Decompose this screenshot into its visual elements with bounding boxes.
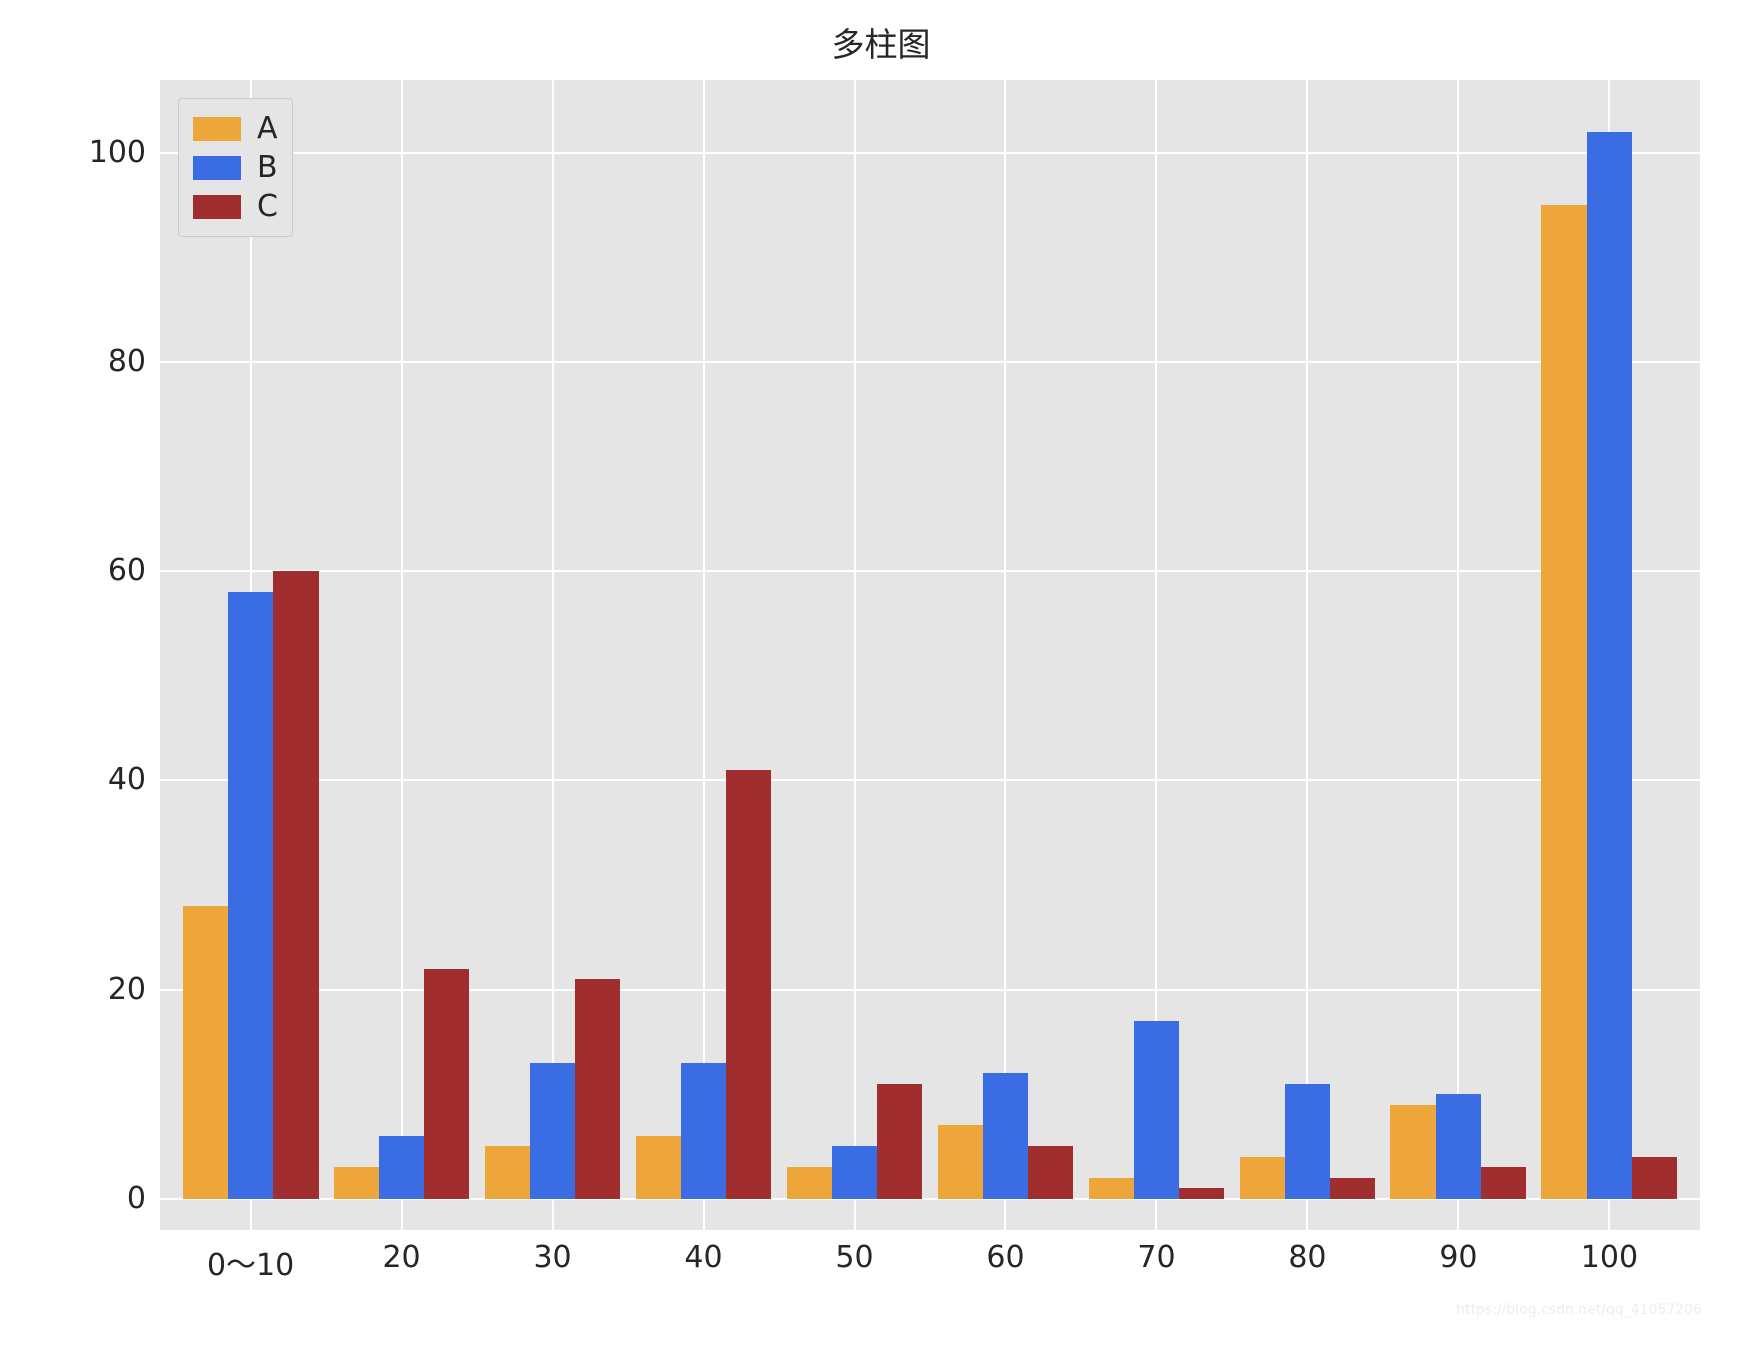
bar-A (1089, 1178, 1134, 1199)
gridline-horizontal (160, 570, 1700, 572)
gridline-horizontal (160, 989, 1700, 991)
y-tick-label: 0 (127, 1181, 146, 1216)
bar-C (273, 571, 318, 1198)
x-tick-label: 60 (945, 1240, 1065, 1275)
bar-C (726, 770, 771, 1199)
figure: 多柱图 0 20 40 60 80 100 0～10 20 30 40 50 60 70 80 90 100… (0, 0, 1762, 1356)
x-tick-label: 70 (1096, 1240, 1216, 1275)
gridline-vertical (1457, 80, 1459, 1230)
legend: ABC (178, 98, 293, 237)
bar-B (1587, 132, 1632, 1198)
bar-B (832, 1146, 877, 1198)
bar-A (485, 1146, 530, 1198)
bar-B (1436, 1094, 1481, 1199)
x-tick-label: 40 (644, 1240, 764, 1275)
x-tick-label: 100 (1549, 1240, 1669, 1275)
legend-item: A (193, 109, 278, 148)
bar-A (334, 1167, 379, 1198)
bar-A (938, 1125, 983, 1198)
gridline-vertical (1306, 80, 1308, 1230)
bar-C (1481, 1167, 1526, 1198)
gridline-vertical (552, 80, 554, 1230)
legend-label: A (257, 109, 278, 148)
gridline-horizontal (160, 152, 1700, 154)
x-tick-label: 0～10 (191, 1240, 311, 1284)
watermark: https://blog.csdn.net/qq_41057206 (1456, 1302, 1702, 1318)
bar-A (636, 1136, 681, 1199)
y-tick-label: 40 (108, 762, 146, 797)
legend-item: B (193, 148, 278, 187)
bar-C (424, 969, 469, 1199)
x-tick-label: 90 (1398, 1240, 1518, 1275)
legend-swatch (193, 156, 241, 180)
bar-B (983, 1073, 1028, 1198)
gridline-vertical (854, 80, 856, 1230)
bar-C (575, 979, 620, 1199)
y-tick-label: 100 (89, 135, 146, 170)
bar-C (1179, 1188, 1224, 1198)
y-tick-label: 60 (108, 553, 146, 588)
gridline-vertical (401, 80, 403, 1230)
bar-B (681, 1063, 726, 1199)
bar-C (1330, 1178, 1375, 1199)
bar-B (379, 1136, 424, 1199)
y-tick-label: 20 (108, 972, 146, 1007)
x-tick-label: 50 (795, 1240, 915, 1275)
bar-B (1134, 1021, 1179, 1199)
bar-B (530, 1063, 575, 1199)
chart-title: 多柱图 (0, 18, 1762, 66)
legend-item: C (193, 187, 278, 226)
x-tick-label: 80 (1247, 1240, 1367, 1275)
legend-label: C (257, 187, 278, 226)
bar-C (1632, 1157, 1677, 1199)
bar-A (1240, 1157, 1285, 1199)
bar-C (877, 1084, 922, 1199)
legend-swatch (193, 117, 241, 141)
bar-C (1028, 1146, 1073, 1198)
legend-swatch (193, 195, 241, 219)
gridline-vertical (1004, 80, 1006, 1230)
bar-A (1541, 205, 1586, 1198)
bar-B (1285, 1084, 1330, 1199)
bar-A (787, 1167, 832, 1198)
gridline-horizontal (160, 779, 1700, 781)
gridline-vertical (703, 80, 705, 1230)
bar-A (1390, 1105, 1435, 1199)
x-tick-label: 20 (342, 1240, 462, 1275)
gridline-horizontal (160, 361, 1700, 363)
plot-area (160, 80, 1700, 1230)
bar-A (183, 906, 228, 1199)
x-tick-label: 30 (493, 1240, 613, 1275)
bar-B (228, 592, 273, 1198)
legend-label: B (257, 148, 278, 187)
y-tick-label: 80 (108, 344, 146, 379)
